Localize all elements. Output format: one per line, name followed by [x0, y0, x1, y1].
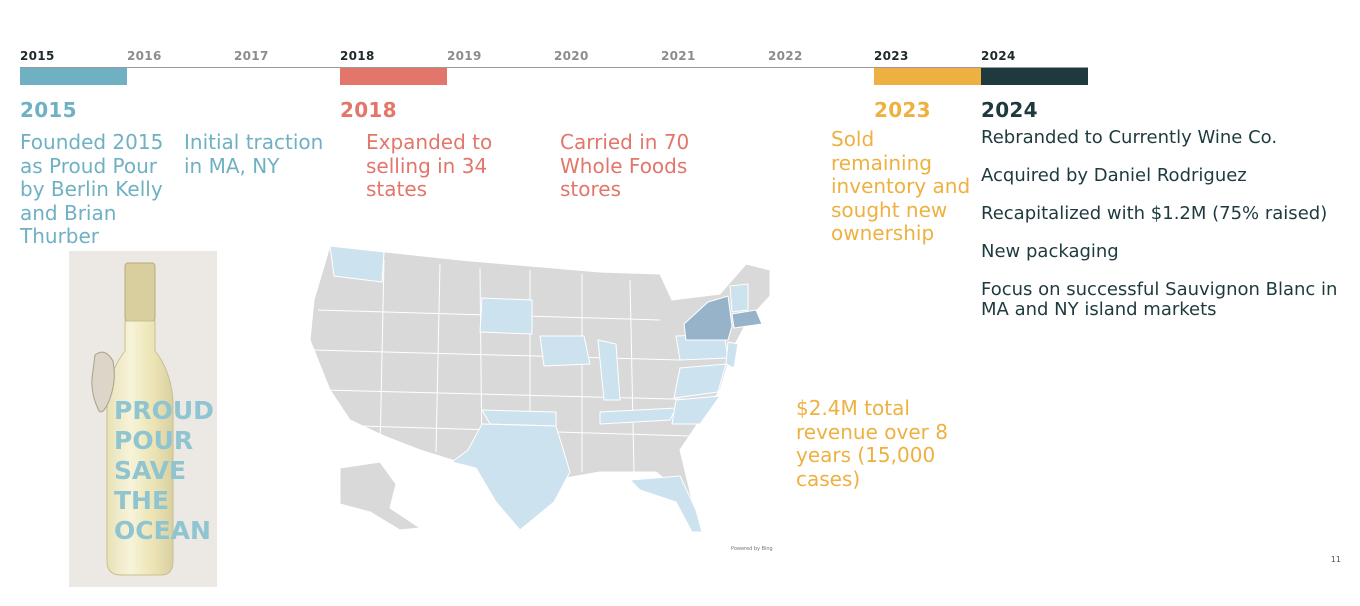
state-tennessee [599, 407, 677, 425]
timeline-bar-2024 [981, 68, 1088, 85]
heading-2023: 2023 [874, 98, 931, 122]
state-south-dakota [479, 297, 533, 335]
heading-2024: 2024 [981, 98, 1038, 122]
state-new-jersey [725, 341, 739, 369]
state-massachusetts [731, 309, 763, 329]
milestone-rebranded: Rebranded to Currently Wine Co. [981, 127, 1278, 148]
revenue-stat: $2.4M total revenue over 8 years (15,000… [796, 396, 948, 491]
year-label-2016: 2016 [127, 49, 162, 63]
milestone-acquired: Acquired by Daniel Rodriguez [981, 165, 1247, 186]
state-illinois [597, 339, 621, 401]
expanded-text: Expanded to selling in 34 states [366, 130, 493, 201]
wine-bottle-photo: PROUD POUR SAVE THE OCEAN [69, 251, 217, 587]
state-oklahoma [481, 409, 557, 427]
year-label-2022: 2022 [768, 49, 803, 63]
map-credit: Powered by Bing [731, 546, 773, 552]
year-label-2020: 2020 [554, 49, 589, 63]
us-distribution-map [300, 240, 780, 540]
year-label-2021: 2021 [661, 49, 696, 63]
timeline-bar-2023 [874, 68, 981, 85]
state-new-york [683, 295, 733, 341]
wine-bottle-icon: PROUD POUR SAVE THE OCEAN [91, 262, 214, 576]
state-florida [628, 475, 703, 533]
year-label-2019: 2019 [447, 49, 482, 63]
states-core [683, 295, 763, 341]
bottle-label-line-1: PROUD [114, 396, 214, 425]
year-label-2018: 2018 [340, 49, 375, 63]
sold-inventory-text: Sold remaining inventory and sought new … [831, 127, 971, 245]
bottle-label-line-4: THE [114, 486, 169, 515]
founded-text: Founded 2015 as Proud Pour by Berlin Kel… [20, 130, 164, 248]
heading-2018: 2018 [340, 98, 397, 122]
bottle-label-line-2: POUR [114, 426, 193, 455]
year-label-2017: 2017 [234, 49, 269, 63]
milestone-packaging: New packaging [981, 241, 1119, 262]
bottle-label-line-3: SAVE [114, 456, 186, 485]
traction-text: Initial traction in MA, NY [184, 130, 324, 178]
page-number: 11 [1330, 555, 1341, 564]
state-iowa [539, 335, 591, 367]
year-label-2024: 2024 [981, 49, 1016, 63]
bottle-label-line-5: OCEAN [114, 516, 211, 545]
milestone-focus: Focus on successful Sauvignon Blanc in M… [981, 279, 1338, 320]
state-washington [329, 245, 385, 283]
state-north-carolina [671, 395, 722, 425]
states-sold [329, 245, 749, 533]
state-texas [450, 423, 571, 531]
milestones-2024-list: Rebranded to Currently Wine Co. Acquired… [981, 128, 1351, 338]
heading-2015: 2015 [20, 98, 77, 122]
year-label-2023: 2023 [874, 49, 909, 63]
state-virginia [673, 363, 727, 399]
timeline-bar-2018 [340, 68, 447, 85]
milestone-recapitalized: Recapitalized with $1.2M (75% raised) [981, 203, 1328, 224]
us-map-svg [309, 245, 771, 533]
whole-foods-text: Carried in 70 Whole Foods stores [560, 130, 690, 201]
year-label-2015: 2015 [20, 49, 55, 63]
state-vermont [729, 283, 749, 313]
state-alaska [339, 461, 422, 531]
timeline-axis [20, 67, 1088, 68]
timeline-bar-2015 [20, 68, 127, 85]
